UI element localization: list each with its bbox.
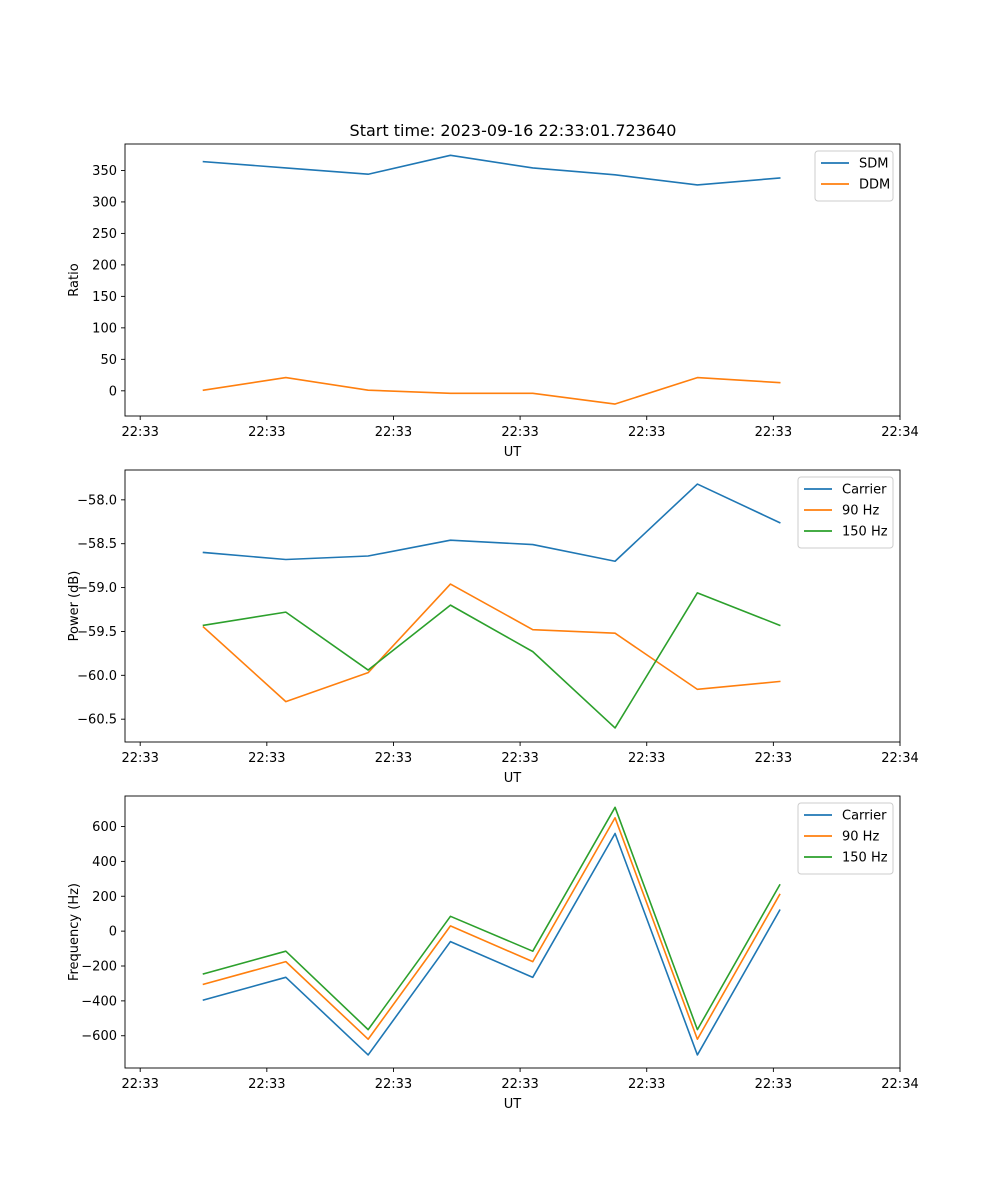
x-axis-label: UT <box>504 1097 522 1112</box>
x-tick-label: 22:33 <box>501 425 538 440</box>
chart-panel-1: 22:33 22:33 22:33 22:33 22:33 22:33 22:34 0 50 10… <box>67 143 919 460</box>
series-line-90-hz <box>202 583 781 703</box>
legend: Carrier 90 Hz 150 Hz <box>797 802 894 875</box>
x-axis-label: UT <box>504 771 522 786</box>
legend: SDM DDM <box>814 150 894 202</box>
y-tick-label: 600 <box>92 820 117 835</box>
x-tick-label: 22:33 <box>628 751 665 766</box>
x-tick-label: 22:33 <box>121 751 158 766</box>
legend-label: DDM <box>859 178 890 193</box>
x-tick-label: 22:33 <box>248 1077 285 1092</box>
series-line-90-hz <box>202 816 781 1041</box>
x-tick-label: 22:33 <box>501 1077 538 1092</box>
x-tick-label: 22:34 <box>881 425 918 440</box>
x-tick-label: 22:33 <box>375 751 412 766</box>
y-axis-label: Frequency (Hz) <box>67 883 82 981</box>
series-line-sdm <box>202 154 781 186</box>
y-tick-label: 250 <box>92 227 117 242</box>
y-tick-label: 50 <box>100 353 117 368</box>
x-tick-label: 22:33 <box>121 1077 158 1092</box>
figure-title: Start time: 2023-09-16 22:33:01.723640 <box>350 121 677 140</box>
axes-frame <box>124 795 901 1069</box>
legend-label: 150 Hz <box>842 851 888 866</box>
x-tick-label: 22:33 <box>628 425 665 440</box>
x-tick-label: 22:33 <box>375 1077 412 1092</box>
x-tick-label: 22:33 <box>248 425 285 440</box>
legend-label: 90 Hz <box>842 504 879 519</box>
y-tick-label: 300 <box>92 195 117 210</box>
x-tick-label: 22:33 <box>755 751 792 766</box>
x-tick-label: 22:33 <box>248 751 285 766</box>
x-tick-label: 22:34 <box>881 751 918 766</box>
chart-panel-2: 22:33 22:33 22:33 22:33 22:33 22:33 22:34 −60.5… <box>67 469 919 786</box>
x-tick-label: 22:34 <box>881 1077 918 1092</box>
y-tick-label: −400 <box>81 994 117 1009</box>
y-tick-label: −60.5 <box>77 713 117 728</box>
legend-label: 150 Hz <box>842 525 888 540</box>
x-tick-label: 22:33 <box>628 1077 665 1092</box>
chart-panel-3: 22:33 22:33 22:33 22:33 22:33 22:33 22:34 −600 −… <box>67 795 919 1112</box>
series-line-carrier <box>202 483 781 563</box>
y-tick-label: −58.0 <box>77 493 117 508</box>
y-tick-label: −200 <box>81 960 117 975</box>
legend-label: SDM <box>859 157 888 172</box>
y-tick-label: −59.5 <box>77 625 117 640</box>
x-tick-label: 22:33 <box>375 425 412 440</box>
series-line-carrier <box>202 832 781 1056</box>
y-tick-label: −600 <box>81 1029 117 1044</box>
y-tick-label: 0 <box>109 384 117 399</box>
y-tick-label: 200 <box>92 258 117 273</box>
y-tick-label: −59.0 <box>77 581 117 596</box>
series-line-150-hz <box>202 592 781 729</box>
y-tick-label: 350 <box>92 164 117 179</box>
y-tick-label: 150 <box>92 290 117 305</box>
y-axis-label: Power (dB) <box>67 571 82 642</box>
legend-label: Carrier <box>842 483 887 498</box>
axes-frame <box>124 143 901 417</box>
legend: Carrier 90 Hz 150 Hz <box>797 476 894 549</box>
x-axis-label: UT <box>504 445 522 460</box>
series-line-ddm <box>202 376 781 405</box>
axes-frame <box>124 469 901 743</box>
y-tick-label: −60.0 <box>77 669 117 684</box>
y-tick-label: 200 <box>92 890 117 905</box>
series-line-150-hz <box>202 806 781 1031</box>
y-tick-label: 0 <box>109 925 117 940</box>
x-tick-label: 22:33 <box>121 425 158 440</box>
y-tick-label: 100 <box>92 321 117 336</box>
x-tick-label: 22:33 <box>755 1077 792 1092</box>
x-tick-label: 22:33 <box>501 751 538 766</box>
y-tick-label: −58.5 <box>77 537 117 552</box>
panels: 22:33 22:33 22:33 22:33 22:33 22:33 22:34 0 50 10… <box>67 143 919 1112</box>
legend-label: Carrier <box>842 809 887 824</box>
y-axis-label: Ratio <box>67 263 82 296</box>
x-tick-label: 22:33 <box>755 425 792 440</box>
legend-label: 90 Hz <box>842 830 879 845</box>
y-tick-label: 400 <box>92 855 117 870</box>
